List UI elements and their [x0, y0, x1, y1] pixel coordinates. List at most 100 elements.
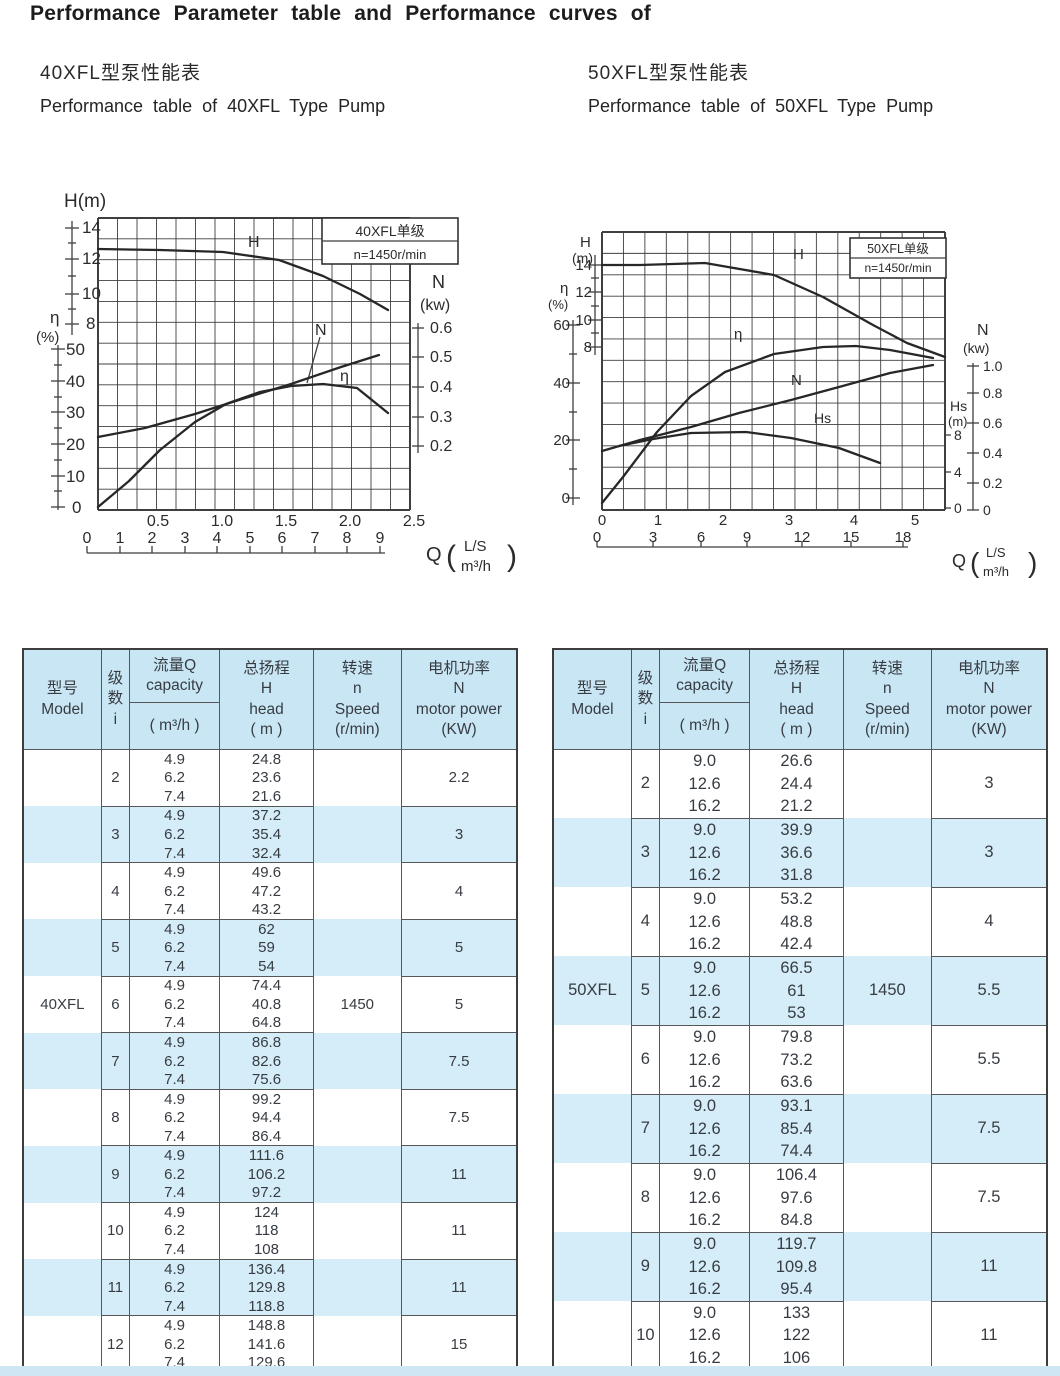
speed-cell — [312, 749, 403, 807]
performance-curve-chart-50xfl: 50XFL单级 n=1450r/min H (m) 14 12 10 8 η (%) 60 40 20 0… — [540, 195, 1060, 595]
chart-text: 0.8 — [983, 385, 1003, 401]
head-cell: 109.8 — [749, 1255, 844, 1279]
head-cell: 129.8 — [219, 1278, 314, 1297]
header-stage: 级 数 i — [100, 648, 130, 750]
chart-text: 14 — [82, 218, 101, 237]
capacity-cell: 4.9 — [128, 862, 221, 882]
chart-text: 4 — [213, 530, 222, 547]
chart-text: η — [340, 368, 349, 385]
capacity-cell: 4.9 — [128, 1315, 221, 1335]
chart-text: 0 — [593, 529, 601, 546]
capacity-cell: 6.2 — [128, 825, 221, 844]
chart-legend-text: 50XFL单级 — [867, 242, 929, 256]
capacity-cell: 7.4 — [128, 1070, 221, 1090]
chart-text: 0.2 — [430, 438, 452, 455]
subtitle-40xfl-cn: 40XFL型泵性能表 — [40, 63, 201, 84]
header-capacity-unit: ( m³/h ) — [658, 702, 751, 750]
capacity-cell: 6.2 — [128, 881, 221, 901]
table-row: 8 9.0 106.4 7.5 — [552, 1162, 1048, 1233]
chart-text: 0 — [954, 500, 962, 516]
curve-H — [96, 247, 390, 312]
chart-text: 2.0 — [339, 513, 361, 530]
chart-text: η — [560, 280, 568, 297]
capacity-cell: 9.0 — [658, 886, 751, 911]
head-cell: 63.6 — [749, 1071, 844, 1095]
chart-text: 15 — [843, 529, 860, 546]
model-cell — [552, 818, 632, 888]
stage-cell: 2 — [100, 749, 130, 807]
chart-text: ( — [446, 540, 456, 573]
table-row: 6 9.0 79.8 5.5 — [552, 1024, 1048, 1095]
stage-cell: 2 — [630, 749, 660, 819]
chart-text: 10 — [575, 312, 592, 329]
stage-cell: 7 — [630, 1093, 660, 1164]
chart-text: 0.5 — [430, 349, 452, 366]
capacity-cell: 12.6 — [658, 1048, 751, 1072]
model-cell — [22, 806, 102, 863]
capacity-cell: 4.9 — [128, 805, 221, 826]
head-cell: 86.8 — [219, 1032, 314, 1052]
head-cell: 26.6 — [749, 748, 844, 773]
head-cell: 74.4 — [219, 975, 314, 996]
stage-cell: 8 — [100, 1088, 130, 1147]
head-cell: 133 — [749, 1300, 844, 1325]
table-row: 50XFL 5 9.0 66.5 1450 5.5 — [552, 955, 1048, 1026]
header-capacity: 流量Q capacity — [128, 648, 221, 703]
model-cell — [22, 919, 102, 977]
head-cell: 23.6 — [219, 768, 314, 788]
subtitle-50xfl: 50XFL型泵性能表 Performance table of 50XFL Ty… — [588, 58, 1060, 117]
page-title: Performance Parameter table and Performa… — [30, 2, 652, 25]
subtitle-40xfl: 40XFL型泵性能表 Performance table of 40XFL Ty… — [40, 58, 540, 117]
chart-text: (m) — [572, 250, 593, 266]
model-cell — [22, 1315, 102, 1374]
head-cell: 118 — [219, 1221, 314, 1241]
chart-40xfl-svg: 40XFL单级n=1450r/minH(m)1412108η(%)5040302… — [36, 191, 517, 575]
subtitle-40xfl-en: Performance table of 40XFL Type Pump — [40, 96, 386, 116]
chart-text: 4 — [850, 512, 858, 529]
capacity-cell: 6.2 — [128, 1165, 221, 1184]
table-row: 6.2 118 — [23, 1221, 517, 1241]
head-cell: 47.2 — [219, 881, 314, 901]
subtitle-50xfl-cn: 50XFL型泵性能表 — [588, 63, 749, 84]
chart-text: 2 — [719, 512, 727, 529]
header-capacity-unit: ( m³/h ) — [128, 702, 221, 750]
chart-text: N — [315, 322, 327, 339]
capacity-cell: 16.2 — [658, 864, 751, 888]
capacity-cell: 6.2 — [128, 995, 221, 1014]
table-row: 3 4.9 37.2 3 — [22, 805, 518, 864]
head-cell: 37.2 — [219, 805, 314, 826]
table-row: 3 9.0 39.9 3 — [552, 817, 1048, 888]
table-row: 2 4.9 24.8 2.2 — [22, 748, 518, 807]
chart-text: 60 — [553, 317, 570, 334]
capacity-cell: 16.2 — [658, 933, 751, 957]
chart-text: N — [432, 272, 445, 292]
capacity-cell: 6.2 — [128, 938, 221, 958]
model-cell — [22, 749, 102, 807]
chart-text: 1 — [654, 512, 662, 529]
stage-cell: 4 — [630, 886, 660, 957]
header-head: 总扬程 H head ( m ) — [749, 648, 844, 750]
chart-text: (%) — [36, 329, 59, 346]
power-cell: 15 — [401, 1315, 518, 1374]
table-row: 7 9.0 93.1 7.5 — [552, 1093, 1048, 1164]
subtitle-50xfl-en: Performance table of 50XFL Type Pump — [588, 96, 934, 116]
capacity-cell: 7.4 — [128, 1240, 221, 1260]
head-cell: 99.2 — [219, 1088, 314, 1109]
table-row: 6.2 94.4 — [23, 1108, 517, 1127]
capacity-cell: 6.2 — [128, 1108, 221, 1127]
table-row: 16.2 84.8 — [553, 1209, 1047, 1233]
speed-cell — [312, 1202, 403, 1260]
chart-text: m³/h — [461, 558, 491, 575]
stage-cell: 5 — [630, 955, 660, 1026]
header-speed: 转速 n Speed (r/min) — [842, 648, 933, 750]
head-cell: 42.4 — [749, 933, 844, 957]
model-cell — [552, 1094, 632, 1164]
capacity-cell: 16.2 — [658, 1278, 751, 1302]
table-row: 11 4.9 136.4 11 — [22, 1258, 518, 1317]
chart-text: 0 — [598, 512, 606, 529]
table-row: 2 9.0 26.6 3 — [552, 748, 1048, 819]
header-stage: 级 数 i — [630, 648, 660, 750]
capacity-cell: 4.9 — [128, 918, 221, 939]
model-cell — [22, 1089, 102, 1146]
header-model: 型号 Model — [22, 648, 102, 750]
